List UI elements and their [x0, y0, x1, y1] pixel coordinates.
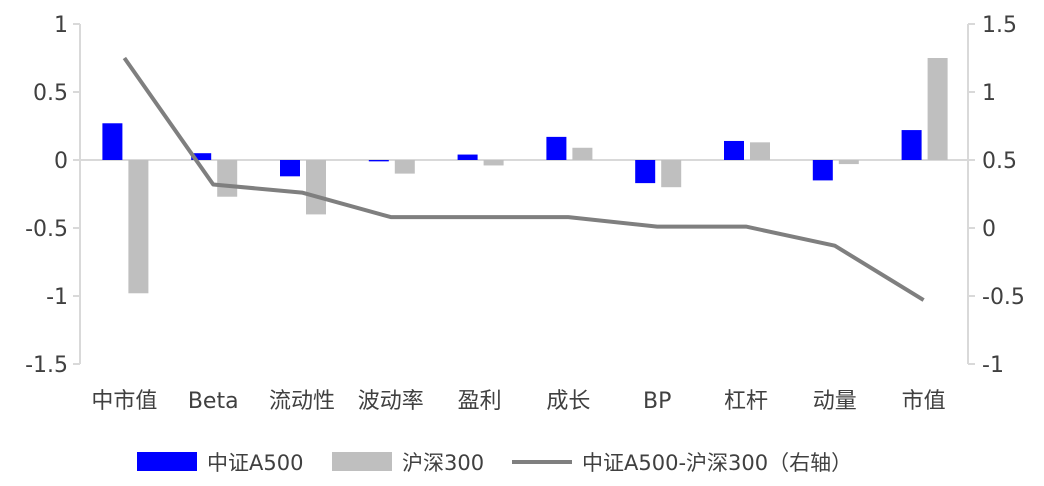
- bar-hs300-3: [394, 160, 415, 174]
- right-tick-label: 1: [982, 81, 996, 106]
- legend-label-0: 中证A500: [207, 451, 303, 475]
- axes: [79, 24, 969, 364]
- bar-hs300-9: [927, 58, 948, 160]
- legend: 中证A500 沪深300 中证A500-沪深300（右轴）: [137, 451, 852, 475]
- category-label: BP: [643, 389, 671, 414]
- left-tick-label: -1.5: [25, 353, 68, 378]
- legend-swatch-0: [137, 452, 197, 471]
- bar-hs300-6: [661, 160, 682, 188]
- bar-hs300-4: [483, 160, 504, 166]
- category-label: 杠杆: [724, 389, 768, 414]
- left-tick-label: 1: [54, 13, 68, 38]
- category-label: 动量: [813, 389, 857, 414]
- bar-hs300-2: [306, 160, 326, 215]
- bar-a500-5: [546, 136, 567, 160]
- bar-hs300-0: [128, 160, 149, 294]
- bar-hs300-5: [572, 147, 593, 160]
- category-label: 波动率: [358, 389, 424, 414]
- right-tick-label: 0: [982, 217, 996, 242]
- bar-a500-1: [191, 153, 212, 160]
- category-label: 市值: [902, 389, 946, 414]
- ticks: 1 0.5 0 -0.5 -1 -1.5 1.5 1 0.5 0 -0.5 -1: [25, 13, 1025, 378]
- category-labels: 中市值 Beta 流动性 波动率 盈利 成长 BP 杠杆 动量 市值: [91, 389, 945, 414]
- left-tick-label: -1: [46, 285, 68, 310]
- right-tick-label: -1: [982, 353, 1004, 378]
- bars: [102, 58, 948, 294]
- legend-label-2: 中证A500-沪深300（右轴）: [582, 451, 852, 475]
- category-label: 成长: [546, 389, 590, 414]
- line-diff: [122, 56, 925, 302]
- category-label: 流动性: [269, 389, 335, 414]
- category-label: 盈利: [458, 389, 502, 414]
- bar-hs300-8: [838, 160, 859, 165]
- bar-a500-9: [901, 130, 922, 160]
- bar-a500-4: [457, 154, 478, 160]
- left-tick-label: -0.5: [25, 217, 68, 242]
- bar-a500-2: [280, 160, 300, 177]
- bar-a500-0: [102, 123, 123, 160]
- category-label: Beta: [188, 389, 239, 414]
- legend-label-1: 沪深300: [402, 451, 484, 475]
- lines: [122, 56, 925, 302]
- right-tick-label: 1.5: [982, 13, 1017, 38]
- right-tick-label: 0.5: [982, 149, 1017, 174]
- bar-hs300-7: [750, 142, 770, 160]
- category-label: 中市值: [91, 389, 157, 414]
- bar-a500-3: [368, 160, 389, 162]
- legend-swatch-1: [332, 452, 392, 471]
- left-tick-label: 0: [54, 149, 68, 174]
- bar-a500-7: [724, 140, 744, 160]
- bar-a500-8: [812, 160, 833, 181]
- bar-a500-6: [635, 160, 656, 184]
- left-tick-label: 0.5: [33, 81, 68, 106]
- bar-hs300-1: [217, 160, 238, 197]
- right-tick-label: -0.5: [982, 285, 1025, 310]
